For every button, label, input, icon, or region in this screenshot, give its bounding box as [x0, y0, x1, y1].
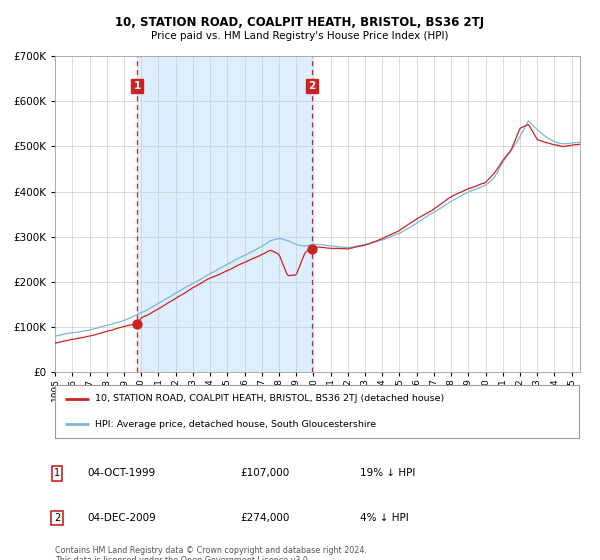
Text: 19% ↓ HPI: 19% ↓ HPI	[360, 468, 415, 478]
Text: HPI: Average price, detached house, South Gloucestershire: HPI: Average price, detached house, Sout…	[95, 420, 376, 429]
Text: £107,000: £107,000	[240, 468, 289, 478]
Text: Price paid vs. HM Land Registry's House Price Index (HPI): Price paid vs. HM Land Registry's House …	[151, 31, 449, 41]
Point	[307, 244, 317, 253]
Text: £274,000: £274,000	[240, 513, 289, 523]
Text: 04-OCT-1999: 04-OCT-1999	[87, 468, 155, 478]
Text: 10, STATION ROAD, COALPIT HEATH, BRISTOL, BS36 2TJ: 10, STATION ROAD, COALPIT HEATH, BRISTOL…	[115, 16, 485, 29]
Point	[132, 320, 142, 329]
Text: 10, STATION ROAD, COALPIT HEATH, BRISTOL, BS36 2TJ (detached house): 10, STATION ROAD, COALPIT HEATH, BRISTOL…	[95, 394, 444, 403]
Text: 2: 2	[54, 513, 60, 523]
Text: Contains HM Land Registry data © Crown copyright and database right 2024.
This d: Contains HM Land Registry data © Crown c…	[55, 546, 367, 560]
Text: 1: 1	[133, 81, 140, 91]
Text: 4% ↓ HPI: 4% ↓ HPI	[360, 513, 409, 523]
Text: 1: 1	[54, 468, 60, 478]
Text: 2: 2	[308, 81, 316, 91]
Text: 04-DEC-2009: 04-DEC-2009	[87, 513, 156, 523]
FancyBboxPatch shape	[55, 385, 579, 438]
Bar	[137, 56, 312, 372]
